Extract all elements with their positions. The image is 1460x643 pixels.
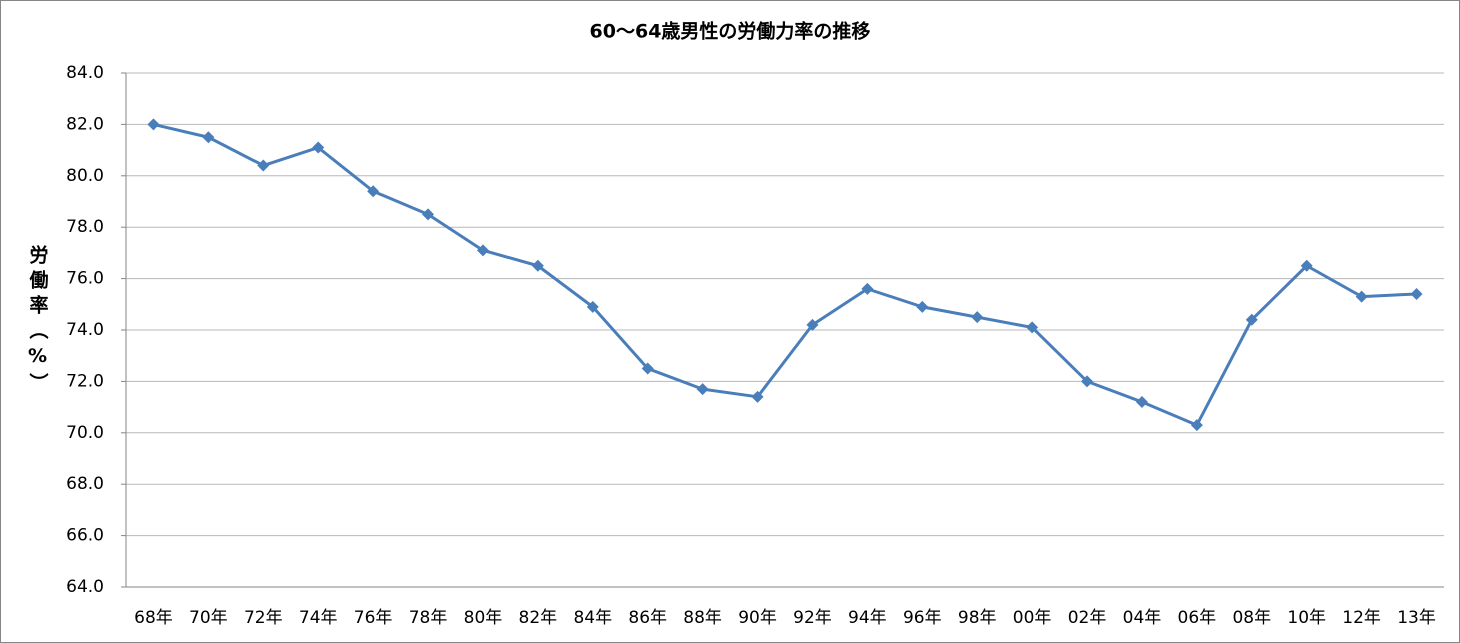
x-tick-label: 68年 (134, 608, 173, 628)
x-tick-label: 96年 (903, 608, 942, 628)
y-tick-label: 80.0 (66, 166, 104, 186)
x-tick-label: 80年 (464, 608, 503, 628)
x-tick-label: 92年 (793, 608, 832, 628)
marker (586, 300, 599, 313)
marker (1081, 375, 1094, 388)
x-tick-label: 76年 (354, 608, 393, 628)
marker (806, 318, 819, 331)
x-tick-label: 74年 (299, 608, 338, 628)
x-tick-label: 70年 (189, 608, 228, 628)
chart-title: 60～64歳男性の労働力率の推移 (590, 20, 871, 43)
marker (971, 311, 984, 324)
marker (1135, 395, 1148, 408)
x-tick-label: 86年 (628, 608, 667, 628)
marker (696, 383, 709, 396)
marker (641, 362, 654, 375)
marker (1026, 321, 1039, 334)
x-tick-label: 02年 (1068, 608, 1107, 628)
y-tick-label: 82.0 (66, 114, 104, 134)
marker (476, 244, 489, 257)
x-tick-label: 94年 (848, 608, 887, 628)
x-tick-label: 13年 (1397, 608, 1436, 628)
x-tick-label: 84年 (573, 608, 612, 628)
marker (1190, 419, 1203, 432)
marker (1410, 288, 1423, 301)
x-tick-label: 90年 (738, 608, 777, 628)
x-tick-label: 78年 (409, 608, 448, 628)
y-tick-label: 66.0 (66, 526, 104, 546)
line (153, 122, 1417, 427)
y-tick-label: 74.0 (66, 320, 104, 340)
y-tick-label: 68.0 (66, 474, 104, 494)
x-tick-label: 98年 (958, 608, 997, 628)
marker (312, 141, 325, 154)
marker (1245, 313, 1258, 326)
y-tick-label: 64.0 (66, 577, 104, 597)
marker (1355, 290, 1368, 303)
marker (257, 159, 270, 172)
marker (531, 259, 544, 272)
marker (202, 131, 215, 144)
x-tick-label: 00年 (1013, 608, 1052, 628)
y-tick-label: 78.0 (66, 217, 104, 237)
x-tick-label: 08年 (1232, 608, 1271, 628)
y-tick-label: 72.0 (66, 371, 104, 391)
x-tick-label: 12年 (1342, 608, 1381, 628)
marker (861, 282, 874, 295)
x-tick-label: 72年 (244, 608, 283, 628)
marker (367, 185, 380, 198)
x-tick-label: 10年 (1287, 608, 1326, 628)
x-tick-label: 88年 (683, 608, 722, 628)
x-tick-label: 06年 (1178, 608, 1217, 628)
marker (1300, 259, 1313, 272)
y-tick-label: 76.0 (66, 269, 104, 289)
marker (751, 390, 764, 403)
y-tick-label: 70.0 (66, 423, 104, 443)
x-tick-label: 82年 (519, 608, 558, 628)
y-tick-label: 84.0 (66, 63, 104, 83)
marker (147, 118, 160, 131)
marker (422, 208, 435, 221)
x-tick-label: 04年 (1123, 608, 1162, 628)
y-axis-label: 労働率（%） (27, 244, 50, 398)
marker (916, 300, 929, 313)
